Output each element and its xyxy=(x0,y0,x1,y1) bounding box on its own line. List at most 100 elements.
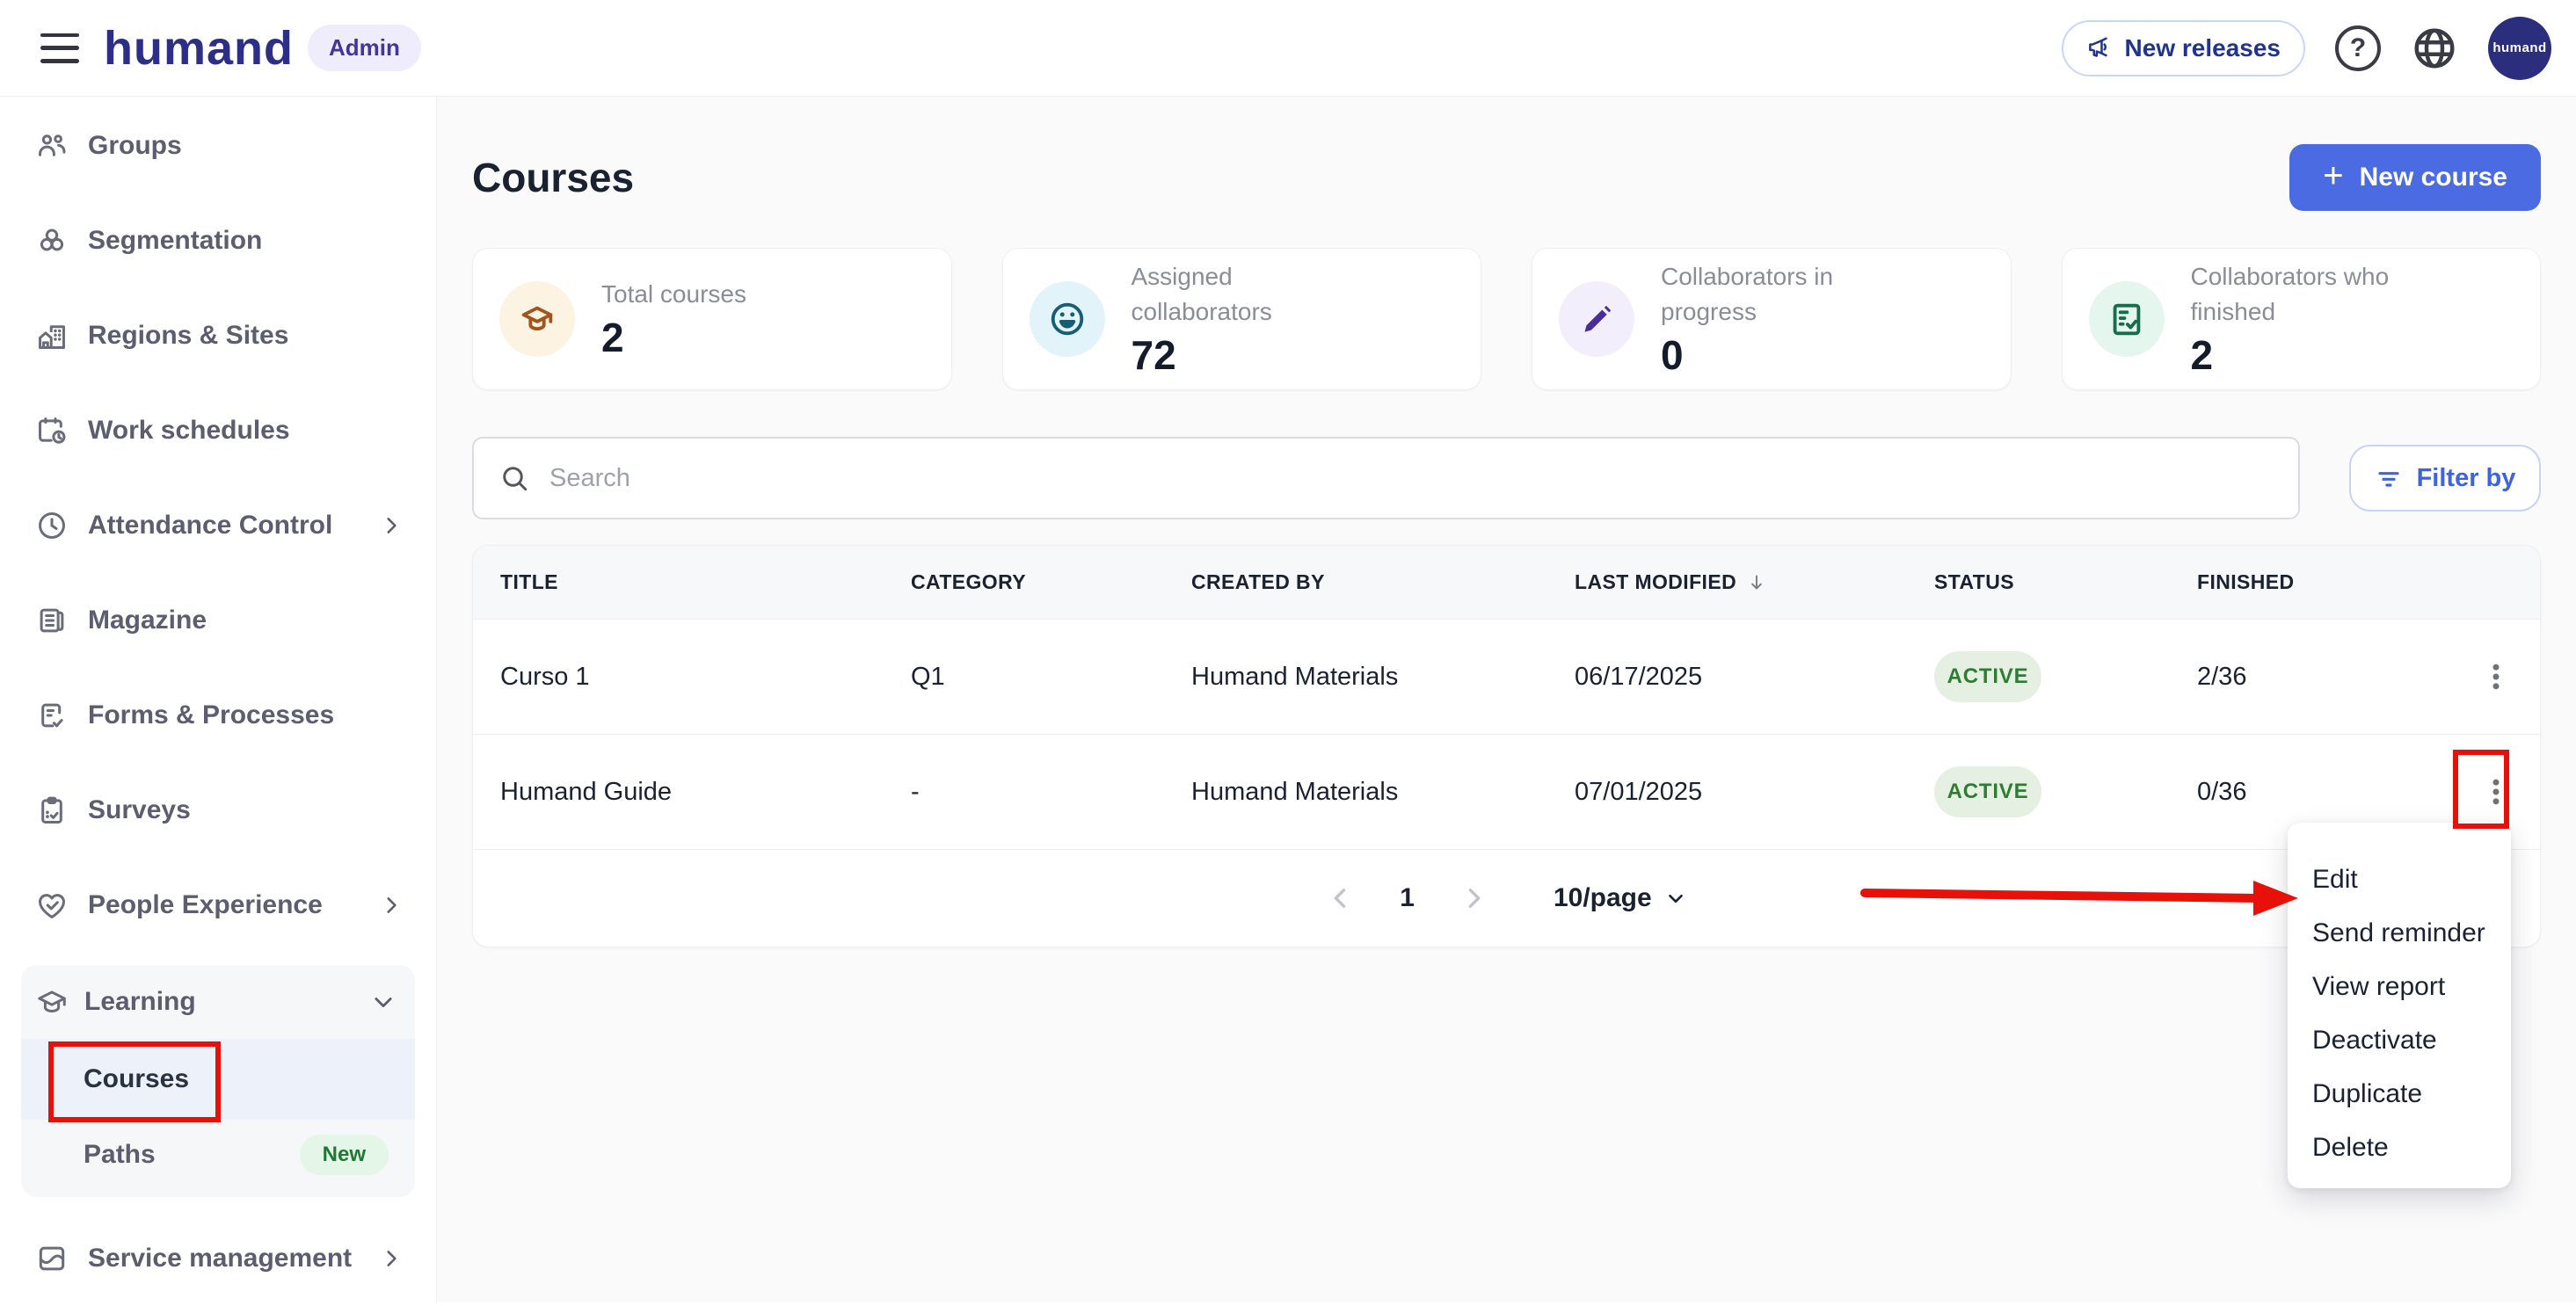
cell-finished: 2/36 xyxy=(2197,662,2247,691)
checklist-icon xyxy=(2088,281,2165,357)
stat-value: 72 xyxy=(1131,332,1176,378)
per-page-value: 10/page xyxy=(1553,883,1652,912)
table-footer: 1 10/page xyxy=(473,849,2540,947)
sidebar: Groups Segmentation Regions & Sites xyxy=(0,97,437,1302)
hamburger-menu-icon[interactable] xyxy=(40,33,79,63)
next-page-icon[interactable] xyxy=(1459,883,1488,913)
column-header-last-modified[interactable]: LAST MODIFIED xyxy=(1575,570,1934,594)
menu-item-view-report[interactable]: View report xyxy=(2312,971,2446,1001)
menu-item-send-reminder[interactable]: Send reminder xyxy=(2312,918,2485,947)
row-actions-kebab-icon[interactable] xyxy=(2475,765,2517,818)
stats-cards: Total courses 2 Assigned collaborators 7… xyxy=(472,248,2541,390)
sidebar-item-courses[interactable]: Courses xyxy=(21,1039,415,1120)
column-header-title[interactable]: TITLE xyxy=(500,570,558,593)
user-avatar[interactable]: humand xyxy=(2488,16,2551,80)
sidebar-item-people-experience[interactable]: People Experience xyxy=(0,858,436,953)
new-badge: New xyxy=(299,1135,389,1175)
stat-card-total-courses: Total courses 2 xyxy=(472,248,952,390)
newspaper-icon xyxy=(35,604,69,637)
table-row[interactable]: Humand Guide - Humand Materials 07/01/20… xyxy=(473,734,2540,849)
stat-label: Collaborators who finished xyxy=(2190,263,2390,325)
status-badge: ACTIVE xyxy=(1934,651,2041,702)
sidebar-item-label: Segmentation xyxy=(88,226,263,255)
document-check-icon xyxy=(35,699,69,732)
menu-item-deactivate[interactable]: Deactivate xyxy=(2312,1025,2437,1055)
calendar-clock-icon xyxy=(35,414,69,447)
column-header-created-by[interactable]: CREATED BY xyxy=(1191,570,1325,593)
sidebar-item-label: Groups xyxy=(88,131,182,160)
language-globe-icon[interactable] xyxy=(2411,25,2458,72)
row-actions-kebab-icon[interactable] xyxy=(2475,650,2517,703)
pencil-icon xyxy=(1559,281,1634,357)
menu-item-delete[interactable]: Delete xyxy=(2312,1132,2389,1162)
sidebar-item-groups[interactable]: Groups xyxy=(0,98,436,193)
cell-category: - xyxy=(911,777,920,806)
heart-hand-icon xyxy=(35,889,69,922)
column-header-finished[interactable]: FINISHED xyxy=(2197,570,2295,593)
courses-table: TITLE CATEGORY CREATED BY LAST MODIFIED … xyxy=(472,545,2541,947)
table-row[interactable]: Curso 1 Q1 Humand Materials 06/17/2025 A… xyxy=(473,619,2540,734)
sidebar-item-work-schedules[interactable]: Work schedules xyxy=(0,383,436,478)
admin-badge: Admin xyxy=(308,25,421,71)
new-releases-label: New releases xyxy=(2124,33,2281,62)
current-page-number[interactable]: 1 xyxy=(1400,883,1415,912)
sidebar-item-label: Surveys xyxy=(88,795,191,824)
menu-item-duplicate[interactable]: Duplicate xyxy=(2312,1078,2423,1108)
cell-last-modified: 06/17/2025 xyxy=(1575,662,1703,691)
stat-card-assigned-collaborators: Assigned collaborators 72 xyxy=(1001,248,1481,390)
cell-finished: 0/36 xyxy=(2197,777,2247,806)
cell-title: Humand Guide xyxy=(500,777,673,806)
learning-group: Learning Courses Paths New xyxy=(21,965,415,1197)
sidebar-item-segmentation[interactable]: Segmentation xyxy=(0,193,436,288)
search-icon xyxy=(498,462,530,494)
sidebar-item-label: Learning xyxy=(84,987,196,1016)
status-badge: ACTIVE xyxy=(1934,766,2041,817)
sidebar-item-label: Magazine xyxy=(88,606,207,635)
cell-last-modified: 07/01/2025 xyxy=(1575,777,1703,806)
sidebar-item-label: Attendance Control xyxy=(88,511,333,540)
stat-label: Assigned collaborators xyxy=(1131,263,1272,325)
sidebar-item-label: Work schedules xyxy=(88,416,290,445)
stat-value: 2 xyxy=(601,315,624,360)
cell-created-by: Humand Materials xyxy=(1191,777,1399,806)
column-header-category[interactable]: CATEGORY xyxy=(911,570,1026,593)
topbar: humand Admin New releases ? humand xyxy=(0,0,2576,97)
search-input[interactable] xyxy=(549,463,2274,493)
page-title: Courses xyxy=(472,155,635,200)
sidebar-item-service-management[interactable]: Service management xyxy=(0,1211,436,1306)
chevron-right-icon xyxy=(380,514,403,537)
sidebar-item-magazine[interactable]: Magazine xyxy=(0,573,436,668)
filter-by-button[interactable]: Filter by xyxy=(2349,445,2541,512)
stat-card-collaborators-finished: Collaborators who finished 2 xyxy=(2061,248,2541,390)
sidebar-item-forms-processes[interactable]: Forms & Processes xyxy=(0,668,436,763)
buildings-icon xyxy=(35,319,69,352)
new-releases-button[interactable]: New releases xyxy=(2061,19,2305,76)
sidebar-item-surveys[interactable]: Surveys xyxy=(0,763,436,858)
menu-item-edit[interactable]: Edit xyxy=(2312,864,2358,894)
stat-card-collaborators-in-progress: Collaborators in progress 0 xyxy=(1532,248,2012,390)
smiley-face-icon xyxy=(1029,281,1105,357)
sidebar-item-regions-sites[interactable]: Regions & Sites xyxy=(0,288,436,383)
clock-icon xyxy=(35,509,69,542)
filter-by-label: Filter by xyxy=(2416,463,2516,492)
sidebar-item-label: Paths xyxy=(84,1140,156,1169)
stat-label: Total courses xyxy=(601,280,746,308)
chevron-down-icon xyxy=(371,990,396,1014)
row-actions-menu: Edit Send reminder View report Deactivat… xyxy=(2288,823,2511,1188)
sidebar-item-attendance-control[interactable]: Attendance Control xyxy=(0,478,436,573)
help-icon[interactable]: ? xyxy=(2335,25,2381,71)
clipboard-check-icon xyxy=(35,794,69,827)
sidebar-item-learning[interactable]: Learning xyxy=(21,965,415,1039)
cell-title: Curso 1 xyxy=(500,662,590,691)
segmentation-icon xyxy=(35,224,69,258)
main-content: Courses + New course Total courses 2 xyxy=(437,97,2576,1302)
sidebar-item-label: Courses xyxy=(84,1064,190,1093)
sidebar-item-paths[interactable]: Paths New xyxy=(21,1120,415,1190)
previous-page-icon[interactable] xyxy=(1326,883,1356,913)
chevron-right-icon xyxy=(380,894,403,917)
column-header-status[interactable]: STATUS xyxy=(1934,570,2014,593)
new-course-button[interactable]: + New course xyxy=(2289,144,2541,211)
per-page-selector[interactable]: 10/page xyxy=(1554,883,1687,913)
cell-category: Q1 xyxy=(911,662,945,691)
humand-logo[interactable]: humand xyxy=(104,21,294,75)
